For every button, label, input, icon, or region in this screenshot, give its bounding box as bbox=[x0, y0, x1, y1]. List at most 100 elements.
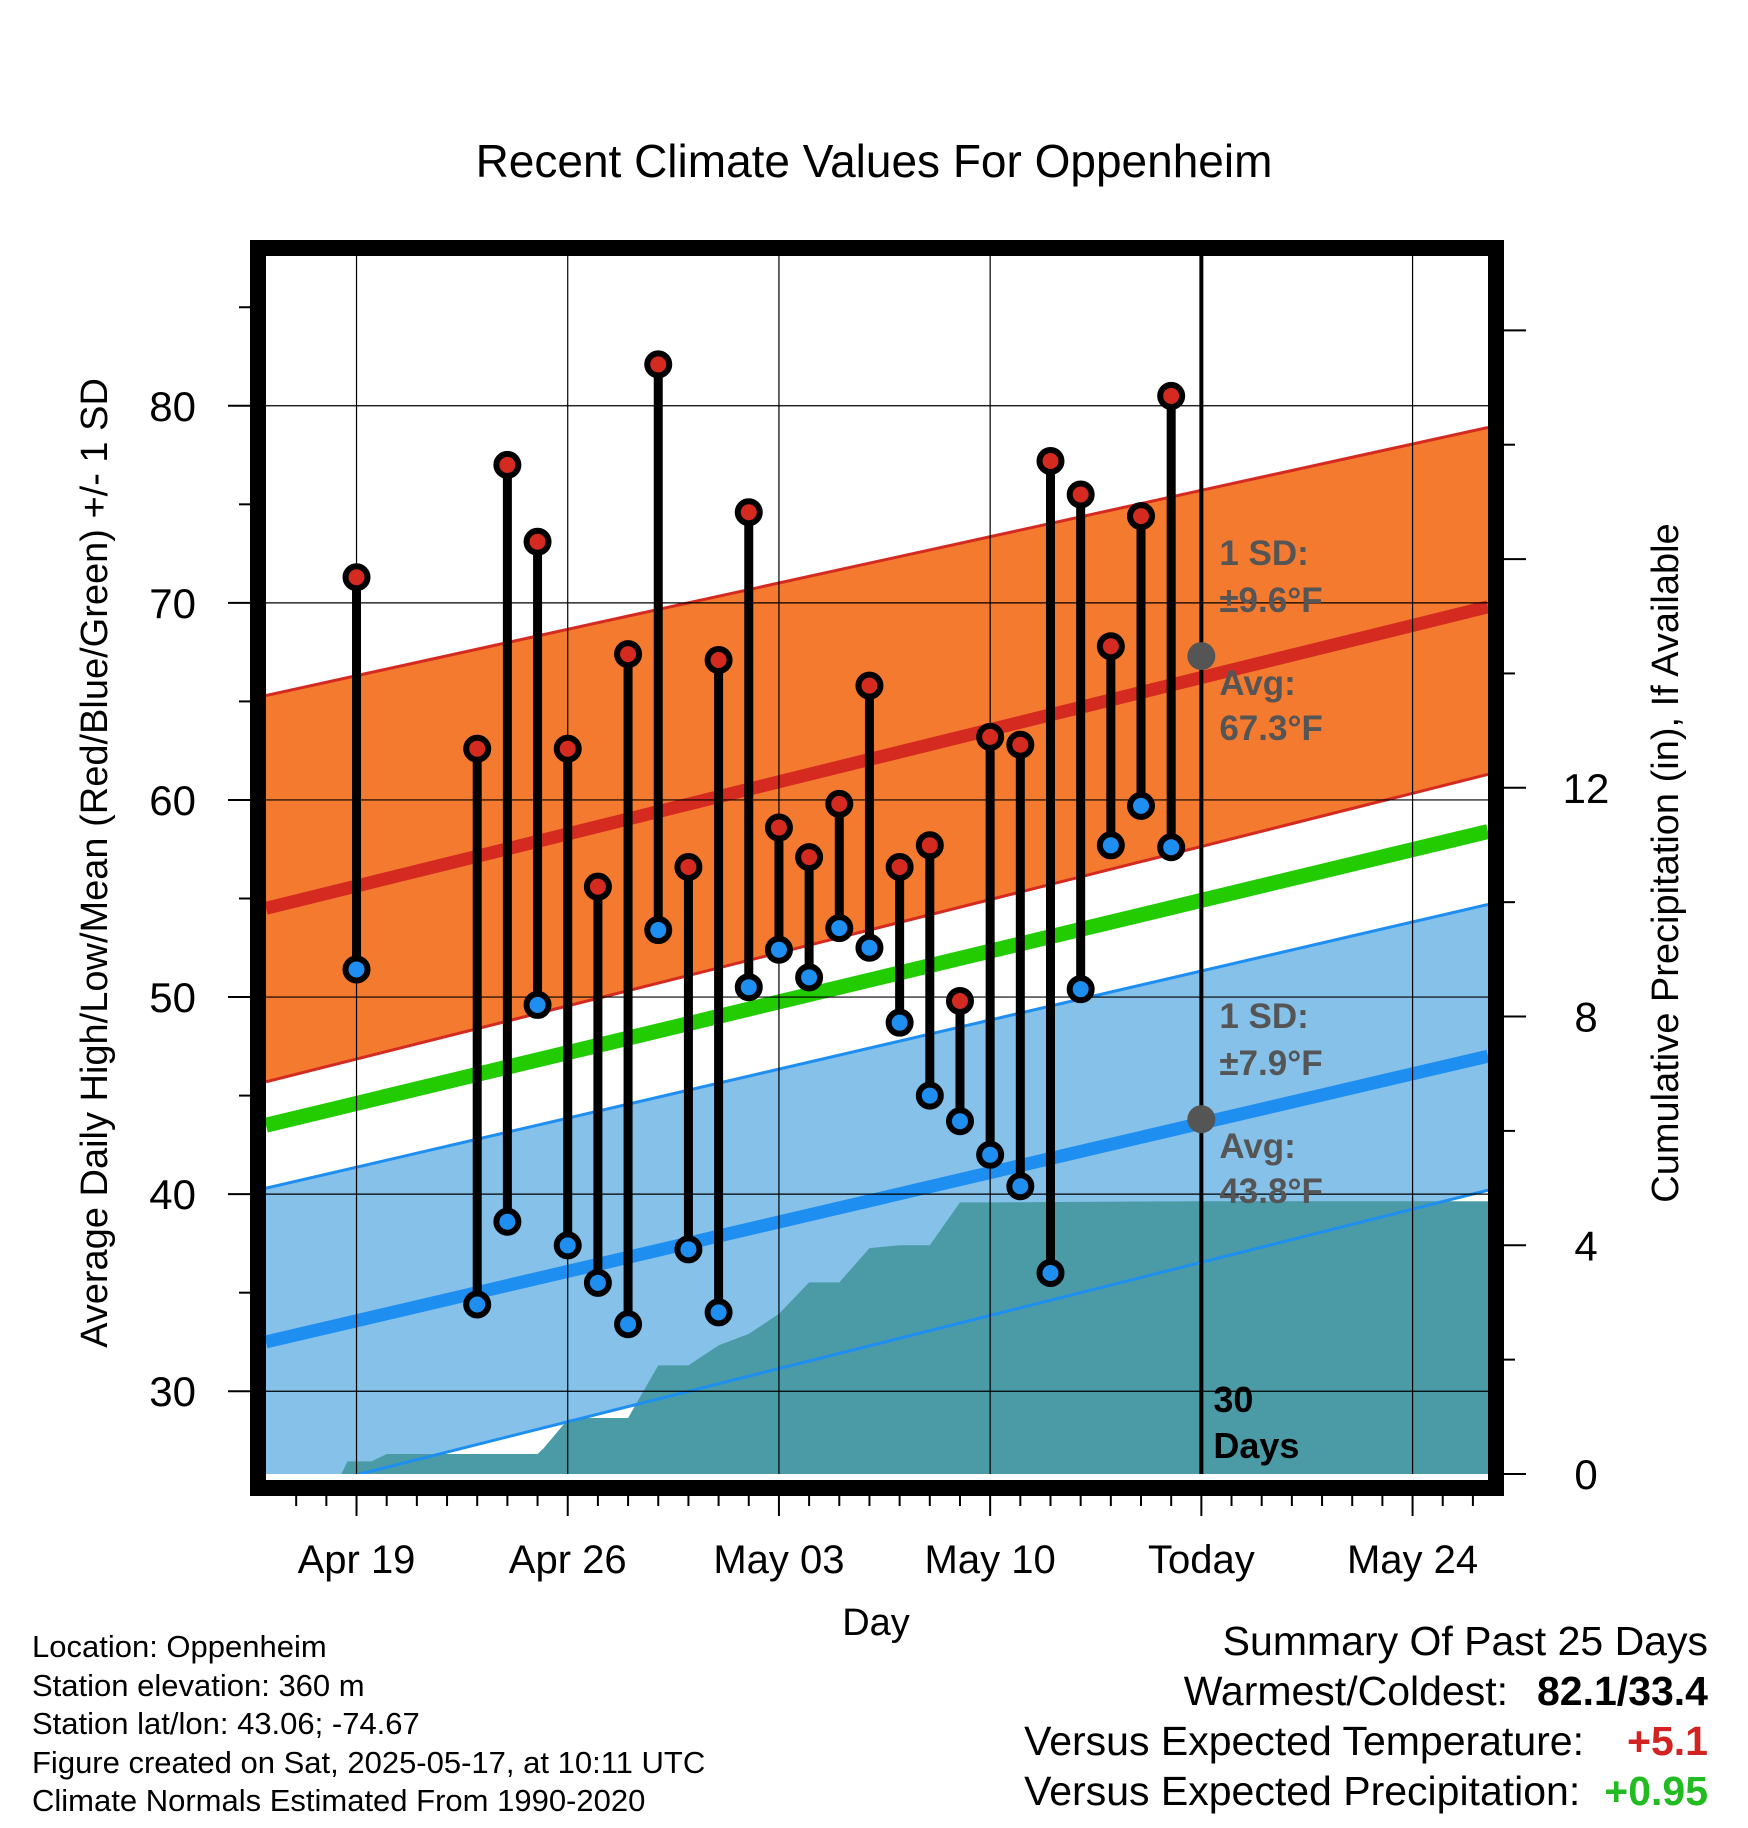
plot-frame bbox=[250, 240, 1504, 1496]
daily-high-point bbox=[614, 640, 643, 669]
daily-low-point bbox=[523, 990, 552, 1019]
daily-mark bbox=[885, 852, 914, 1037]
daily-mark bbox=[493, 450, 522, 1236]
daily-mark bbox=[795, 843, 824, 992]
daily-high-point bbox=[945, 986, 974, 1015]
low-sd-label: 1 SD: bbox=[1219, 997, 1308, 1036]
daily-high-point bbox=[523, 527, 552, 556]
daily-mark bbox=[1157, 381, 1186, 862]
daily-low-point bbox=[493, 1207, 522, 1236]
annotations: 1 SD: ±9.6°F Avg: 67.3°F 1 SD: ±7.9°F Avg: 43.8… bbox=[1187, 534, 1323, 1466]
daily-low-point bbox=[915, 1081, 944, 1110]
x-axis-label: Day bbox=[842, 1602, 910, 1644]
normal-high-line bbox=[266, 600, 1488, 915]
daily-high-point bbox=[825, 789, 854, 818]
y-tick-label: 60 bbox=[149, 777, 196, 824]
y-tick-label: 30 bbox=[149, 1368, 196, 1415]
daily-high-point bbox=[342, 563, 371, 592]
high-avg-value: 67.3°F bbox=[1219, 709, 1323, 748]
daily-mark bbox=[674, 852, 703, 1264]
daily-mark bbox=[976, 722, 1005, 1169]
daily-high-point bbox=[493, 450, 522, 479]
daily-low-point bbox=[1066, 975, 1095, 1004]
elevation-text: Station elevation: 360 m bbox=[32, 1667, 365, 1703]
daily-low-point bbox=[463, 1290, 492, 1319]
daily-low-point bbox=[1157, 833, 1186, 862]
daily-mark bbox=[463, 734, 492, 1319]
daily-high-point bbox=[1066, 480, 1095, 509]
daily-low-point bbox=[734, 973, 763, 1002]
normals-text: Climate Normals Estimated From 1990-2020 bbox=[32, 1783, 646, 1818]
daily-high-point bbox=[764, 813, 793, 842]
y2-tick-label: 12 bbox=[1563, 765, 1610, 812]
daily-high-point bbox=[734, 498, 763, 527]
low-avg-value: 43.8°F bbox=[1219, 1172, 1323, 1211]
daily-high-point bbox=[885, 852, 914, 881]
low-sd-value: ±7.9°F bbox=[1219, 1044, 1322, 1083]
summary-panel: Summary Of Past 25 Days Warmest/Coldest:… bbox=[1024, 1616, 1708, 1816]
y2-tick-label: 8 bbox=[1574, 994, 1597, 1041]
days-count-label: 30 bbox=[1213, 1379, 1253, 1420]
daily-mark bbox=[614, 640, 643, 1339]
daily-low-point bbox=[1127, 791, 1156, 820]
summary-temp-row: Versus Expected Temperature: +5.1 bbox=[1024, 1716, 1708, 1766]
y-tick-label: 80 bbox=[149, 383, 196, 430]
daily-mark bbox=[915, 831, 944, 1110]
y2-axis-label: Cumulative Precipitation (in), If Availa… bbox=[1645, 523, 1687, 1202]
daily-low-point bbox=[1036, 1258, 1065, 1287]
axis-ticks: 30 40 50 60 70 80 0 4 8 12 Apr 19 Apr 26 May 03 May 1… bbox=[149, 306, 1610, 1582]
daily-mark bbox=[342, 563, 371, 984]
warm-cold-value: 82.1/33.4 bbox=[1537, 1668, 1708, 1714]
temp-anomaly-label: Versus Expected Temperature: bbox=[1024, 1718, 1584, 1764]
today-low-normal-marker bbox=[1187, 1105, 1216, 1134]
daily-low-point bbox=[1006, 1172, 1035, 1201]
location-text: Location: Oppenheim bbox=[32, 1629, 327, 1664]
low-avg-label: Avg: bbox=[1219, 1127, 1295, 1166]
latlon-text: Station lat/lon: 43.06; -74.67 bbox=[32, 1706, 420, 1741]
daily-mark bbox=[644, 350, 673, 945]
daily-mark bbox=[1127, 502, 1156, 820]
precipitation-area bbox=[266, 1201, 1488, 1474]
high-avg-label: Avg: bbox=[1219, 664, 1295, 703]
days-word-label: Days bbox=[1213, 1425, 1299, 1466]
x-tick-label: May 10 bbox=[925, 1538, 1056, 1582]
precip-anomaly-label: Versus Expected Precipitation: bbox=[1024, 1768, 1581, 1814]
daily-high-point bbox=[1157, 381, 1186, 410]
warm-cold-label: Warmest/Coldest: bbox=[1183, 1668, 1508, 1714]
daily-low-point bbox=[885, 1008, 914, 1037]
daily-mark bbox=[1006, 730, 1035, 1201]
high-sd-label: 1 SD: bbox=[1219, 534, 1308, 573]
y-tick-label: 50 bbox=[149, 974, 196, 1021]
daily-mark bbox=[704, 646, 733, 1327]
daily-low-point bbox=[644, 916, 673, 945]
daily-high-point bbox=[644, 350, 673, 379]
daily-low-point bbox=[764, 935, 793, 964]
daily-low-point bbox=[553, 1231, 582, 1260]
daily-mark bbox=[523, 527, 552, 1019]
daily-low-point bbox=[825, 914, 854, 943]
daily-high-point bbox=[704, 646, 733, 675]
x-tick-label: Apr 19 bbox=[298, 1538, 416, 1582]
daily-mark bbox=[825, 789, 854, 943]
daily-low-point bbox=[1096, 831, 1125, 860]
y-tick-label: 40 bbox=[149, 1171, 196, 1218]
daily-low-point bbox=[795, 963, 824, 992]
daily-mark bbox=[1096, 632, 1125, 860]
daily-mark bbox=[1066, 480, 1095, 1004]
daily-high-point bbox=[795, 843, 824, 872]
low-sd-band bbox=[266, 904, 1488, 1474]
daily-low-point bbox=[704, 1298, 733, 1327]
daily-mark bbox=[553, 734, 582, 1260]
high-band-upper-edge bbox=[266, 426, 1488, 697]
x-tick-label: May 03 bbox=[713, 1538, 844, 1582]
daily-high-point bbox=[915, 831, 944, 860]
daily-low-point bbox=[674, 1235, 703, 1264]
daily-mark bbox=[855, 671, 884, 962]
high-band-lower-edge bbox=[266, 772, 1488, 1084]
y2-tick-label: 4 bbox=[1574, 1222, 1597, 1269]
daily-mark bbox=[1036, 446, 1065, 1287]
summary-title: Summary Of Past 25 Days bbox=[1222, 1618, 1708, 1664]
low-band-lower-edge bbox=[353, 1188, 1488, 1474]
daily-high-point bbox=[1006, 730, 1035, 759]
